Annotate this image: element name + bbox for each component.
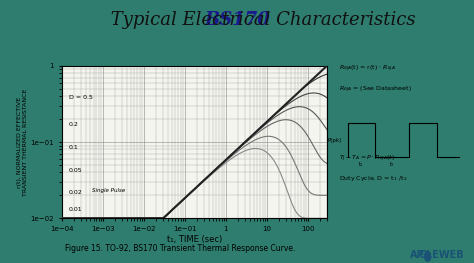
Text: 0.05: 0.05 [69,168,82,173]
Text: Figure 15. TO-92, BS170 Transient Thermal Response Curve.: Figure 15. TO-92, BS170 Transient Therma… [65,244,295,253]
Text: P(pk): P(pk) [328,138,342,143]
Text: BS170: BS170 [204,11,270,29]
Text: Single Pulse: Single Pulse [92,188,125,193]
Text: 0.1: 0.1 [69,145,79,150]
Text: GLEWEB: GLEWEB [418,250,464,260]
X-axis label: t₁, TIME (sec): t₁, TIME (sec) [167,235,222,244]
Y-axis label: r(t), NORMALIZED EFFECTIVE
TRANSIENT THERMAL RESISTANCE: r(t), NORMALIZED EFFECTIVE TRANSIENT THE… [17,88,27,196]
Text: $R_{\theta JA}$(t) = r(t) $\cdot$ $R_{\theta JA}$: $R_{\theta JA}$(t) = r(t) $\cdot$ $R_{\t… [338,64,395,74]
Text: $T_J - T_A = P \cdot R_{\theta JA}(t)$: $T_J - T_A = P \cdot R_{\theta JA}(t)$ [338,154,395,164]
Text: $R_{\theta JA}$ = (See Datasheet): $R_{\theta JA}$ = (See Datasheet) [338,84,411,95]
Text: t₁: t₁ [359,162,363,167]
Text: 0.01: 0.01 [69,207,82,212]
Text: AP: AP [410,250,424,260]
Text: Typical Electrical Characteristics: Typical Electrical Characteristics [59,11,415,29]
Circle shape [425,252,431,261]
Text: Duty Cycle, D = t$_1$ /t$_2$: Duty Cycle, D = t$_1$ /t$_2$ [338,174,407,183]
Text: 0.2: 0.2 [69,122,79,127]
Text: t₂: t₂ [390,162,394,167]
Text: D = 0.5: D = 0.5 [69,95,93,100]
Text: 0.02: 0.02 [69,190,82,195]
